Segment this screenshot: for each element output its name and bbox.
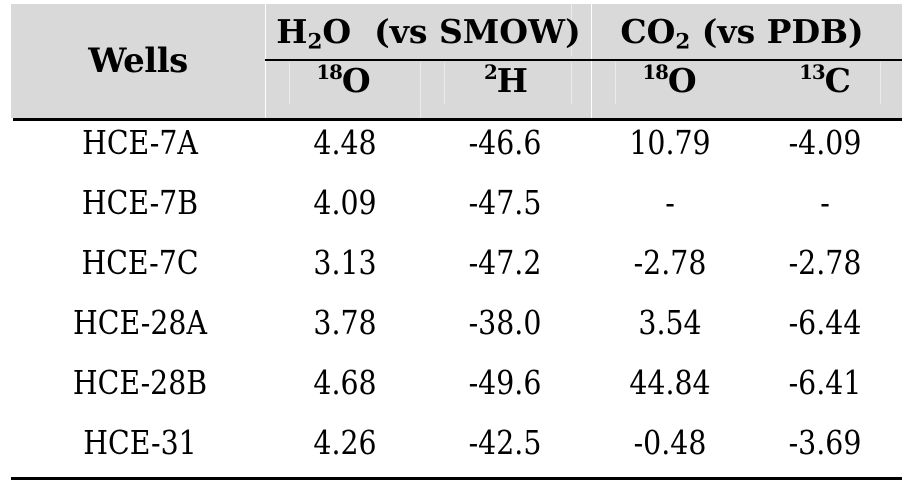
table-row: HCE-28A 3.78 -38.0 3.54 -6.44: [0, 298, 902, 358]
cell-co2-13C: -: [820, 183, 830, 222]
cell-well: HCE-7B: [81, 183, 199, 222]
column-header-wells: Wells: [88, 41, 188, 81]
cell-co2-18O: 3.54: [638, 303, 702, 342]
cell-co2-18O: 44.84: [629, 363, 711, 402]
faint-gridline: [571, 62, 572, 104]
cell-co2-18O: -0.48: [633, 423, 707, 462]
cell-h2o-2H: -38.0: [468, 303, 542, 342]
faint-gridline: [571, 4, 572, 56]
cell-h2o-18O: 3.13: [313, 243, 377, 282]
isotope-mass: 2: [484, 60, 498, 85]
isotope-element: O: [667, 61, 697, 100]
isotope-element: O: [341, 61, 371, 100]
header-divider-wells: [265, 4, 266, 118]
h2o-subscript: 2: [307, 29, 323, 55]
cell-h2o-18O: 4.09: [313, 183, 377, 222]
group-underline: [265, 59, 902, 61]
header-bottom-rule: [13, 118, 902, 121]
sub-header-h2o-18O: 18O: [266, 60, 421, 116]
cell-co2-18O: 10.79: [629, 123, 711, 162]
cell-co2-13C: -6.41: [788, 363, 862, 402]
sub-header-co2-18O: 18O: [592, 60, 747, 116]
table-row: HCE-7B 4.09 -47.5 - -: [0, 178, 902, 238]
table-row: HCE-7C 3.13 -47.2 -2.78 -2.78: [0, 238, 902, 298]
co2-prefix: CO: [620, 12, 676, 51]
cell-co2-13C: -2.78: [788, 243, 862, 282]
cell-h2o-18O: 3.78: [313, 303, 377, 342]
cell-well: HCE-7C: [81, 243, 199, 282]
cell-h2o-2H: -49.6: [468, 363, 542, 402]
header-divider-groups: [591, 4, 592, 118]
h2o-suffix: O (vs SMOW): [322, 12, 581, 51]
cell-h2o-18O: 4.48: [313, 123, 377, 162]
cell-h2o-2H: -42.5: [468, 423, 542, 462]
isotope-element: C: [824, 61, 851, 100]
isotope-mass: 18: [642, 60, 669, 85]
faint-gridline: [615, 62, 616, 104]
isotope-mass: 18: [316, 60, 343, 85]
table-row: HCE-7A 4.48 -46.6 10.79 -4.09: [0, 118, 902, 178]
cell-well: HCE-7A: [82, 123, 198, 162]
cell-h2o-2H: -46.6: [468, 123, 542, 162]
cell-co2-13C: -6.44: [788, 303, 862, 342]
cell-co2-18O: -: [665, 183, 675, 222]
table-bottom-rule: [11, 477, 902, 480]
isotope-element: H: [496, 61, 528, 100]
co2-subscript: 2: [675, 29, 691, 55]
faint-gridline: [880, 62, 881, 104]
faint-gridline: [289, 62, 290, 104]
cell-well: HCE-28B: [72, 363, 208, 402]
sub-header-co2-13C: 13C: [748, 60, 902, 116]
faint-gridline: [420, 62, 421, 118]
cell-co2-13C: -4.09: [788, 123, 862, 162]
h2o-prefix: H: [276, 12, 308, 51]
isotope-mass: 13: [799, 60, 826, 85]
faint-gridline: [444, 62, 445, 104]
cell-h2o-18O: 4.26: [313, 423, 377, 462]
header-background: [11, 4, 902, 118]
co2-suffix: (vs PDB): [690, 12, 864, 51]
table-row: HCE-28B 4.68 -49.6 44.84 -6.41: [0, 358, 902, 418]
cell-well: HCE-28A: [73, 303, 207, 342]
cell-h2o-2H: -47.5: [468, 183, 542, 222]
group-header-co2: CO2 (vs PDB): [592, 6, 892, 58]
cell-well: HCE-31: [83, 423, 197, 462]
sub-header-h2o-2H: 2H: [421, 60, 591, 116]
table-row: HCE-31 4.26 -42.5 -0.48 -3.69: [0, 418, 902, 478]
cell-co2-18O: -2.78: [633, 243, 707, 282]
cell-h2o-18O: 4.68: [313, 363, 377, 402]
cell-h2o-2H: -47.2: [468, 243, 542, 282]
group-header-h2o: H2O (vs SMOW): [266, 6, 591, 58]
cell-co2-13C: -3.69: [788, 423, 862, 462]
